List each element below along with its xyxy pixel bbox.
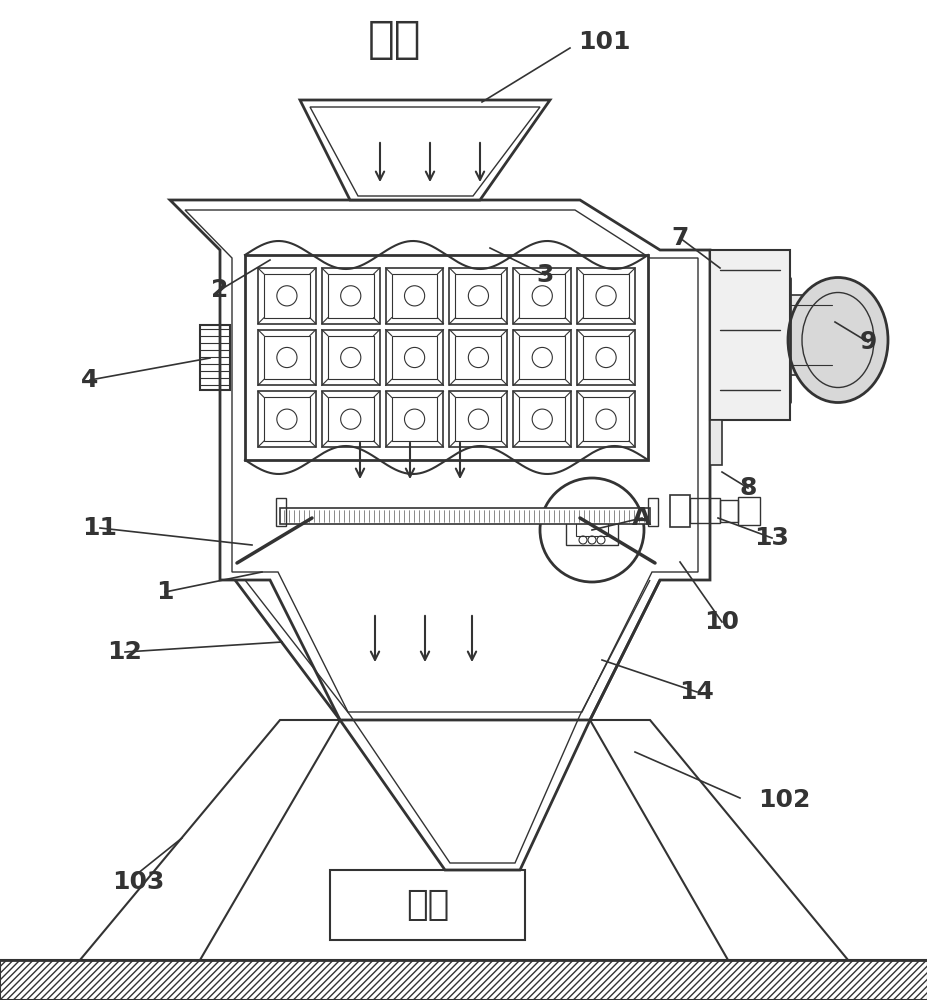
Bar: [513, 268, 570, 324]
Bar: [577, 391, 634, 447]
Bar: [565, 510, 617, 545]
Bar: [719, 500, 737, 522]
Bar: [386, 268, 443, 324]
Bar: [386, 330, 443, 385]
Text: 1: 1: [156, 580, 173, 604]
Text: 进料: 进料: [368, 18, 421, 62]
Polygon shape: [170, 200, 709, 720]
Bar: [322, 391, 379, 447]
Polygon shape: [590, 720, 847, 960]
Text: 102: 102: [757, 788, 809, 812]
Bar: [449, 391, 507, 447]
Text: 出料: 出料: [405, 888, 449, 922]
Text: 4: 4: [82, 368, 98, 392]
Bar: [455, 336, 501, 379]
Bar: [263, 274, 310, 318]
Bar: [669, 495, 690, 527]
Text: 7: 7: [670, 226, 688, 250]
Bar: [263, 336, 310, 379]
Bar: [455, 274, 501, 318]
Bar: [391, 274, 437, 318]
Bar: [577, 330, 634, 385]
Bar: [449, 268, 507, 324]
Polygon shape: [80, 720, 339, 960]
Bar: [519, 397, 565, 441]
Bar: [709, 250, 789, 420]
Text: 3: 3: [536, 263, 553, 287]
Bar: [327, 274, 374, 318]
Text: 13: 13: [754, 526, 789, 550]
Bar: [275, 498, 286, 526]
Text: 12: 12: [108, 640, 142, 664]
Circle shape: [540, 478, 643, 582]
Bar: [322, 268, 379, 324]
Bar: [449, 330, 507, 385]
Bar: [582, 274, 629, 318]
Bar: [327, 336, 374, 379]
Bar: [519, 336, 565, 379]
Bar: [258, 268, 315, 324]
Bar: [647, 498, 657, 526]
Bar: [386, 391, 443, 447]
Text: 10: 10: [704, 610, 739, 634]
Bar: [709, 420, 721, 465]
Bar: [322, 330, 379, 385]
Bar: [391, 397, 437, 441]
Bar: [258, 391, 315, 447]
Bar: [280, 508, 649, 524]
Bar: [327, 397, 374, 441]
Bar: [245, 255, 647, 460]
Text: 101: 101: [578, 30, 629, 54]
Bar: [455, 397, 501, 441]
Bar: [513, 330, 570, 385]
Text: 9: 9: [858, 330, 876, 354]
Bar: [582, 336, 629, 379]
Ellipse shape: [787, 277, 887, 402]
Bar: [582, 397, 629, 441]
Bar: [0, 960, 927, 1000]
Bar: [258, 330, 315, 385]
Bar: [737, 497, 759, 525]
Bar: [789, 295, 832, 375]
Bar: [690, 498, 719, 523]
Bar: [200, 325, 230, 390]
Bar: [576, 518, 607, 536]
Bar: [513, 391, 570, 447]
Text: 11: 11: [83, 516, 118, 540]
Text: 14: 14: [679, 680, 714, 704]
Text: A: A: [631, 506, 651, 530]
Bar: [330, 870, 525, 940]
Bar: [391, 336, 437, 379]
Text: 2: 2: [211, 278, 228, 302]
Polygon shape: [299, 100, 550, 200]
Bar: [263, 397, 310, 441]
Bar: [519, 274, 565, 318]
Text: 8: 8: [739, 476, 756, 500]
Bar: [577, 268, 634, 324]
Text: 103: 103: [112, 870, 164, 894]
